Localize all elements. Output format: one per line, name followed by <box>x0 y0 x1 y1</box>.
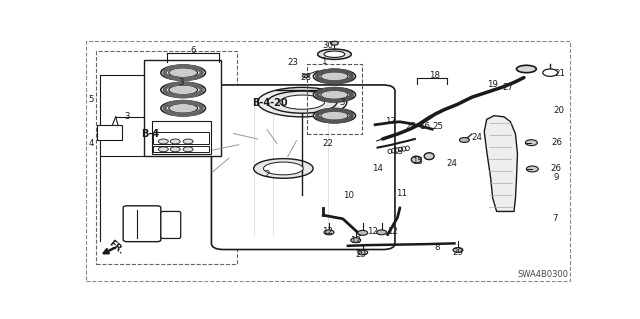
Text: 10: 10 <box>343 191 355 200</box>
Text: 26: 26 <box>550 164 562 173</box>
Text: B-4-20: B-4-20 <box>252 98 287 108</box>
Ellipse shape <box>317 49 351 59</box>
Text: 15: 15 <box>412 157 423 166</box>
Ellipse shape <box>268 91 337 113</box>
Text: 12: 12 <box>367 226 378 236</box>
Text: 11: 11 <box>396 189 407 197</box>
Circle shape <box>170 147 180 152</box>
Ellipse shape <box>264 162 303 175</box>
Text: FR.: FR. <box>106 239 125 256</box>
Circle shape <box>170 139 180 144</box>
Ellipse shape <box>169 68 198 78</box>
Polygon shape <box>484 116 518 211</box>
Circle shape <box>543 69 557 76</box>
Text: 25: 25 <box>433 122 444 131</box>
Ellipse shape <box>169 85 198 95</box>
Text: 3: 3 <box>124 112 130 122</box>
Text: 28: 28 <box>301 73 312 82</box>
Text: 12: 12 <box>387 226 398 236</box>
Text: 24: 24 <box>471 133 483 142</box>
Circle shape <box>351 238 361 243</box>
Text: 3: 3 <box>339 98 344 107</box>
Text: 4: 4 <box>88 139 93 148</box>
Circle shape <box>527 166 538 172</box>
Text: 26: 26 <box>552 138 563 147</box>
Text: 12: 12 <box>350 236 361 245</box>
FancyBboxPatch shape <box>154 132 209 144</box>
Text: 1: 1 <box>321 57 327 66</box>
Circle shape <box>376 230 387 235</box>
Ellipse shape <box>253 159 313 178</box>
Text: 18: 18 <box>429 70 440 80</box>
Ellipse shape <box>314 108 356 123</box>
Text: 12: 12 <box>323 226 333 236</box>
Ellipse shape <box>324 51 345 57</box>
Ellipse shape <box>321 72 348 81</box>
Text: 30: 30 <box>323 41 333 50</box>
FancyBboxPatch shape <box>123 206 161 242</box>
Ellipse shape <box>257 87 347 117</box>
Circle shape <box>183 139 193 144</box>
Ellipse shape <box>516 65 536 73</box>
Ellipse shape <box>321 90 348 100</box>
Text: 29: 29 <box>452 248 463 257</box>
Ellipse shape <box>169 103 198 113</box>
FancyBboxPatch shape <box>145 60 221 156</box>
Ellipse shape <box>280 95 324 109</box>
Text: 21: 21 <box>555 70 566 78</box>
Text: 7: 7 <box>552 214 558 223</box>
Text: 27: 27 <box>502 83 513 92</box>
Text: B-4: B-4 <box>141 129 159 139</box>
FancyBboxPatch shape <box>161 211 180 239</box>
Text: 20: 20 <box>553 106 564 115</box>
Text: SWA4B0300: SWA4B0300 <box>518 271 568 279</box>
Text: 17: 17 <box>385 117 396 126</box>
Text: 8: 8 <box>435 243 440 252</box>
Text: 25: 25 <box>406 122 417 131</box>
Circle shape <box>525 140 538 145</box>
Text: 29: 29 <box>355 250 366 259</box>
Text: 14: 14 <box>372 164 383 173</box>
Text: 6: 6 <box>190 46 196 55</box>
Circle shape <box>302 74 309 78</box>
Circle shape <box>158 139 168 144</box>
Circle shape <box>183 147 193 152</box>
Circle shape <box>460 137 469 142</box>
Ellipse shape <box>321 111 348 120</box>
Ellipse shape <box>161 82 205 98</box>
FancyBboxPatch shape <box>152 121 211 154</box>
Circle shape <box>358 230 367 235</box>
Text: 9: 9 <box>554 173 559 182</box>
FancyBboxPatch shape <box>97 125 122 140</box>
Text: 5: 5 <box>88 95 93 104</box>
Ellipse shape <box>161 65 205 80</box>
Ellipse shape <box>412 156 421 163</box>
Ellipse shape <box>161 101 205 116</box>
Text: 19: 19 <box>487 80 498 89</box>
Text: 22: 22 <box>323 139 333 148</box>
Ellipse shape <box>314 69 356 84</box>
Text: 2: 2 <box>265 170 270 179</box>
Circle shape <box>358 250 367 255</box>
Ellipse shape <box>424 153 434 160</box>
FancyBboxPatch shape <box>154 145 209 152</box>
FancyBboxPatch shape <box>211 85 395 249</box>
Circle shape <box>324 230 334 235</box>
Circle shape <box>330 41 339 45</box>
Circle shape <box>158 147 168 152</box>
Text: 23: 23 <box>288 58 299 67</box>
Text: 3: 3 <box>179 78 184 87</box>
Text: 13: 13 <box>392 147 403 156</box>
Text: 24: 24 <box>447 159 458 168</box>
Ellipse shape <box>314 88 356 102</box>
Text: 16: 16 <box>419 122 429 131</box>
Circle shape <box>453 248 463 252</box>
